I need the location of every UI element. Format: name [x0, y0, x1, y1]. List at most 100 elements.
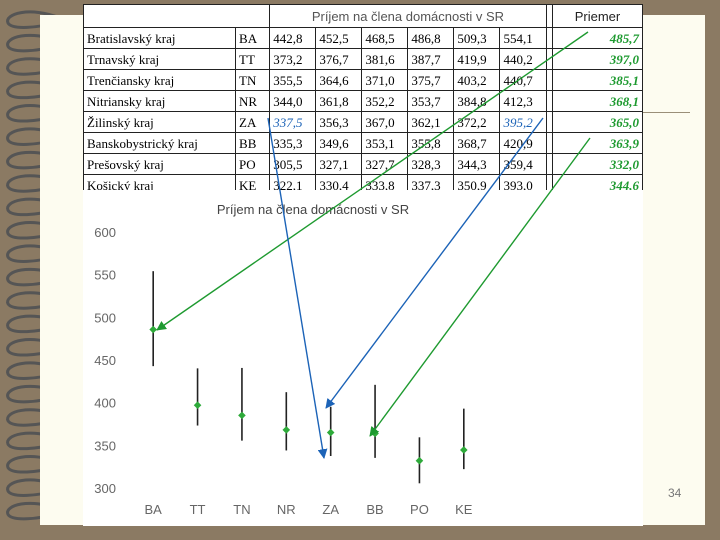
value-cell: 375,7 [407, 69, 455, 91]
code-cell: ZA [235, 111, 271, 133]
page-number: 34 [668, 486, 682, 500]
x-tick-label: TN [233, 502, 250, 517]
value-cell: 440,7 [499, 69, 547, 91]
range-lines [152, 271, 465, 484]
value-cell: 362,1 [407, 111, 455, 133]
mean-marker [460, 446, 468, 454]
region-cell: Žilinský kraj [82, 111, 237, 133]
avg-cell: 365,0 [551, 111, 644, 133]
avg-cell: 363,9 [551, 132, 644, 154]
value-cell: 452,5 [315, 27, 363, 49]
value-cell: 486,8 [407, 27, 455, 49]
value-cell: 440,2 [499, 48, 547, 70]
code-cell: TT [235, 48, 271, 70]
value-cell: 353,1 [361, 132, 409, 154]
value-cell: 509,3 [453, 27, 501, 49]
value-cell: 372,2 [453, 111, 501, 133]
x-tick-label: TT [190, 502, 206, 517]
table-row: Prešovský kraj PO 305,5 327,1 327,7 328,3 344,… [82, 153, 644, 175]
value-cell: 356,3 [315, 111, 363, 133]
y-tick-label: 450 [94, 353, 116, 368]
avg-cell: 485,7 [551, 27, 644, 49]
table-header-title: Príjem na člena domácnosti v SR [269, 4, 547, 28]
value-cell: 327,7 [361, 153, 409, 175]
mean-marker [415, 456, 424, 465]
region-cell: Trnavský kraj [82, 48, 237, 70]
y-tick-label: 400 [94, 396, 116, 411]
x-tick-label: ZA [322, 502, 339, 517]
value-cell: 355,5 [269, 69, 317, 91]
mean-marker [149, 325, 157, 334]
value-cell: 367,0 [361, 111, 409, 133]
code-cell: PO [235, 153, 271, 175]
y-tick-label: 350 [94, 438, 116, 453]
x-tick-label: NR [277, 502, 296, 517]
chart-container: Príjem na člena domácnosti v SR 300 350 40… [83, 190, 643, 526]
value-cell: 361,8 [315, 90, 363, 112]
code-cell: BB [235, 132, 271, 154]
mean-marker [326, 428, 335, 437]
value-cell: 371,0 [361, 69, 409, 91]
table-header-row: Príjem na člena domácnosti v SR Priemer [82, 4, 644, 28]
x-axis: BA TT TN NR ZA BB PO KE [145, 502, 473, 517]
value-cell: 381,6 [361, 48, 409, 70]
table-row: Nitriansky kraj NR 344,0 361,8 352,2 353,7 384… [82, 90, 644, 112]
value-cell: 376,7 [315, 48, 363, 70]
code-cell: TN [235, 69, 271, 91]
table-header-avg: Priemer [551, 4, 644, 28]
region-cell: Bratislavský kraj [82, 27, 237, 49]
mean-marker [193, 401, 202, 410]
avg-cell: 332,0 [551, 153, 644, 175]
mean-marker [282, 426, 291, 434]
avg-cell: 397,0 [551, 48, 644, 70]
y-tick-label: 500 [94, 310, 116, 325]
income-table: Príjem na člena domácnosti v SR Priemer … [82, 4, 644, 196]
value-cell: 468,5 [361, 27, 409, 49]
value-cell: 403,2 [453, 69, 501, 91]
value-cell: 368,7 [453, 132, 501, 154]
code-cell: BA [235, 27, 271, 49]
y-tick-label: 550 [94, 268, 116, 283]
value-cell: 344,0 [269, 90, 317, 112]
value-cell: 384,8 [453, 90, 501, 112]
y-axis: 300 350 400 450 500 550 600 [94, 225, 116, 496]
region-cell: Trenčiansky kraj [82, 69, 237, 91]
value-cell: 335,3 [269, 132, 317, 154]
region-cell: Prešovský kraj [82, 153, 237, 175]
table-row: Banskobystrický kraj BB 335,3 349,6 353,1 355… [82, 132, 644, 154]
x-tick-label: BB [366, 502, 383, 517]
table-row: Trnavský kraj TT 373,2 376,7 381,6 387,7 419,9… [82, 48, 644, 70]
value-cell: 328,3 [407, 153, 455, 175]
value-cell: 337,5 [269, 111, 317, 133]
data-table-container: Príjem na člena domácnosti v SR Priemer … [82, 4, 644, 196]
avg-cell: 385,1 [551, 69, 644, 91]
value-cell: 420,9 [499, 132, 547, 154]
value-cell: 419,9 [453, 48, 501, 70]
value-cell: 364,6 [315, 69, 363, 91]
value-cell: 387,7 [407, 48, 455, 70]
table-row: Trenčiansky kraj TN 355,5 364,6 371,0 375,7 40… [82, 69, 644, 91]
y-tick-label: 300 [94, 481, 116, 496]
value-cell: 352,2 [361, 90, 409, 112]
value-cell: 353,7 [407, 90, 455, 112]
x-tick-label: BA [145, 502, 163, 517]
table-row: Bratislavský kraj BA 442,8 452,5 468,5 486,8 5… [82, 27, 644, 49]
value-cell: 412,3 [499, 90, 547, 112]
x-tick-label: KE [455, 502, 473, 517]
mean-marker [238, 411, 246, 420]
avg-cell: 368,1 [551, 90, 644, 112]
y-tick-label: 600 [94, 225, 116, 240]
region-cell: Nitriansky kraj [82, 90, 237, 112]
x-tick-label: PO [410, 502, 429, 517]
value-cell: 355,8 [407, 132, 455, 154]
value-cell: 373,2 [269, 48, 317, 70]
value-cell: 344,3 [453, 153, 501, 175]
chart-title: Príjem na člena domácnosti v SR [217, 202, 409, 217]
value-cell: 442,8 [269, 27, 317, 49]
code-cell: NR [235, 90, 271, 112]
table-row: Žilinský kraj ZA 337,5 356,3 367,0 362,1 372,2… [82, 111, 644, 133]
value-cell: 305,5 [269, 153, 317, 175]
value-cell: 554,1 [499, 27, 547, 49]
region-cell: Banskobystrický kraj [82, 132, 237, 154]
header-blank [82, 4, 271, 28]
